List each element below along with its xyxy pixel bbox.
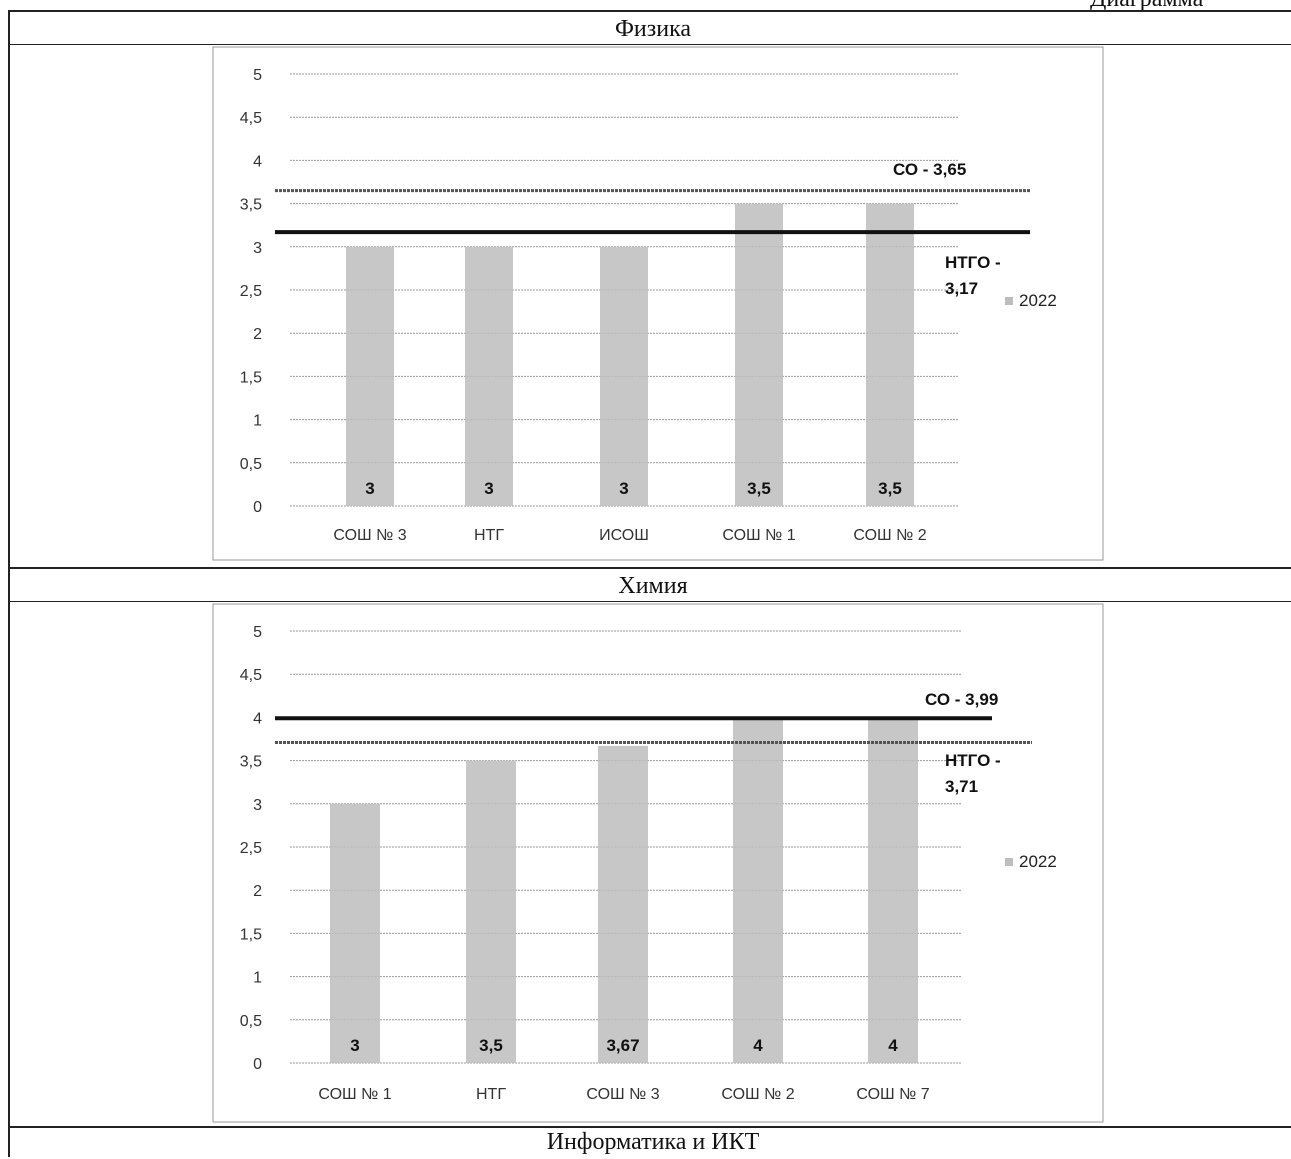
data-label: 3,5 xyxy=(479,1036,503,1055)
y-tick-label: 0 xyxy=(253,499,262,516)
bar xyxy=(465,246,513,507)
bar xyxy=(346,246,394,507)
legend-label: 2022 xyxy=(1019,852,1057,871)
row-divider-1 xyxy=(8,44,1291,45)
y-tick-label: 0,5 xyxy=(240,456,262,473)
category-label: ИСОШ xyxy=(599,527,649,544)
y-tick-label: 3,5 xyxy=(240,754,262,771)
data-label: 3 xyxy=(619,479,628,498)
y-tick-label: 3 xyxy=(253,797,262,814)
category-label: СОШ № 3 xyxy=(333,527,406,544)
bar xyxy=(330,803,380,1063)
row-divider-2 xyxy=(8,567,1291,569)
section-title-chemistry: Химия xyxy=(618,573,688,599)
legend-label: 2022 xyxy=(1019,291,1057,310)
row-divider-3 xyxy=(8,601,1291,602)
y-tick-label: 2,5 xyxy=(240,840,262,857)
y-tick-label: 2,5 xyxy=(240,283,262,300)
category-label: СОШ № 1 xyxy=(318,1086,391,1103)
y-tick-label: 4 xyxy=(253,153,262,170)
category-label: СОШ № 2 xyxy=(853,527,926,544)
legend-swatch xyxy=(1005,297,1013,305)
category-label: СОШ № 3 xyxy=(586,1086,659,1103)
table-border-left xyxy=(8,10,10,1157)
y-tick-label: 4,5 xyxy=(240,110,262,127)
data-label: 4 xyxy=(753,1036,763,1055)
bar xyxy=(733,717,783,1063)
bar xyxy=(866,203,914,506)
data-label: 3,5 xyxy=(747,479,771,498)
y-tick-label: 4,5 xyxy=(240,667,262,684)
y-tick-label: 3 xyxy=(253,240,262,257)
bar xyxy=(598,745,648,1063)
y-tick-label: 1 xyxy=(253,413,262,430)
y-tick-label: 0 xyxy=(253,1056,262,1073)
y-tick-label: 5 xyxy=(253,624,262,641)
reference-line-label: СО - 3,65 xyxy=(893,160,966,179)
y-tick-label: 1,5 xyxy=(240,369,262,386)
y-tick-label: 1,5 xyxy=(240,926,262,943)
bar xyxy=(735,203,783,506)
data-label: 4 xyxy=(888,1036,898,1055)
category-label: НТГ xyxy=(474,527,504,544)
y-tick-label: 4 xyxy=(253,710,262,727)
data-label: 3 xyxy=(484,479,493,498)
reference-line-label: НТГО - xyxy=(945,253,1001,272)
y-tick-label: 5 xyxy=(253,67,262,84)
data-label: 3,5 xyxy=(878,479,902,498)
y-tick-label: 1 xyxy=(253,970,262,987)
reference-line-label: СО - 3,99 xyxy=(925,690,998,709)
chart-frame xyxy=(212,46,1104,561)
category-label: СОШ № 7 xyxy=(856,1086,929,1103)
category-label: СОШ № 2 xyxy=(721,1086,794,1103)
reference-line-value: 3,71 xyxy=(945,777,978,796)
bar xyxy=(600,246,648,507)
y-tick-label: 0,5 xyxy=(240,1013,262,1030)
reference-line-label: НТГО - xyxy=(945,751,1001,770)
data-label: 3 xyxy=(350,1036,359,1055)
y-tick-label: 3,5 xyxy=(240,197,262,214)
category-label: СОШ № 1 xyxy=(722,527,795,544)
table-border-top xyxy=(8,10,1291,12)
section-title-physics: Физика xyxy=(614,16,692,42)
category-label: НТГ xyxy=(476,1086,506,1103)
bar xyxy=(868,717,918,1063)
diagram-caption: Диаграмма xyxy=(1090,0,1203,13)
bar xyxy=(466,760,516,1063)
y-tick-label: 2 xyxy=(253,326,262,343)
chart-frame xyxy=(212,603,1104,1123)
data-label: 3,67 xyxy=(606,1036,639,1055)
reference-line-value: 3,17 xyxy=(945,279,978,298)
data-label: 3 xyxy=(365,479,374,498)
legend-swatch xyxy=(1005,858,1013,866)
section-title-informatics: Информатика и ИКТ xyxy=(546,1129,760,1155)
y-tick-label: 2 xyxy=(253,883,262,900)
row-divider-4 xyxy=(8,1126,1291,1128)
